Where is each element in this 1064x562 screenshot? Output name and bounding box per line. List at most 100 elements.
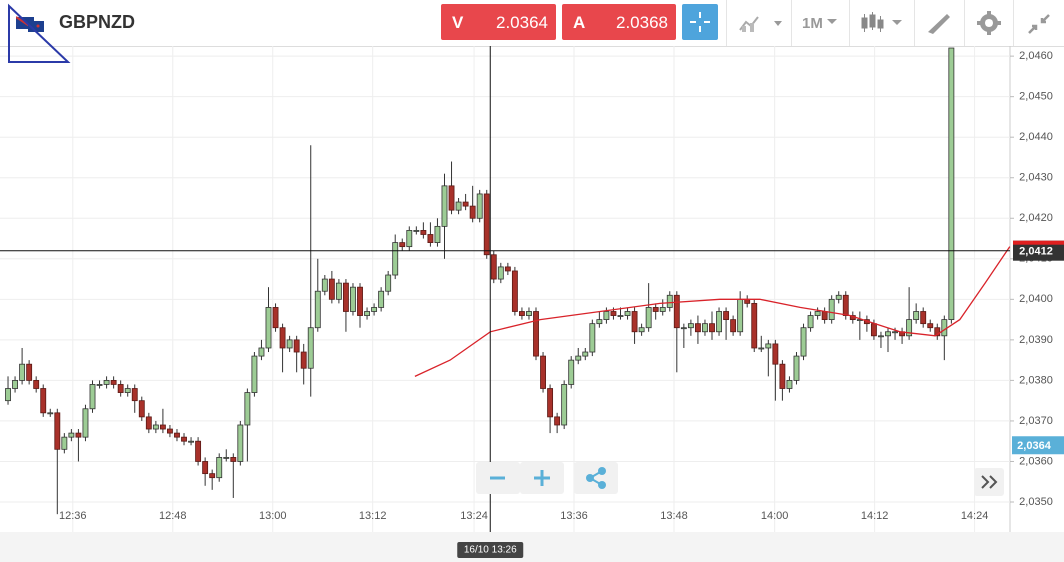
- candle-body: [737, 298, 744, 333]
- candle-body: [751, 302, 758, 349]
- candle-body: [307, 327, 314, 369]
- candle-body: [518, 311, 525, 316]
- candle-body: [702, 323, 708, 333]
- x-tick-label: 14:24: [961, 510, 989, 522]
- candle-body: [807, 315, 814, 329]
- candle-body: [279, 327, 286, 349]
- candle-body: [448, 185, 455, 211]
- candle-body: [673, 294, 680, 329]
- candle-body: [772, 343, 779, 365]
- candle-body: [385, 274, 392, 292]
- candle-body: [920, 311, 927, 325]
- y-tick-label: 2,0420: [1019, 212, 1053, 224]
- candle-body: [124, 388, 131, 393]
- candle-body: [835, 294, 842, 300]
- candle-body: [511, 270, 518, 312]
- candle-body: [174, 432, 180, 438]
- time-strip: [0, 532, 1064, 562]
- last-price-box: [1012, 436, 1064, 455]
- chart-type-button[interactable]: [738, 12, 786, 34]
- candle-body: [47, 412, 54, 415]
- candle-body: [596, 319, 603, 325]
- share-button[interactable]: [574, 462, 618, 494]
- candle-body: [941, 319, 948, 337]
- candle-body: [659, 307, 666, 312]
- x-tick-label: 13:00: [259, 510, 287, 522]
- candle-body: [420, 230, 427, 235]
- symbol: GBPNZD: [59, 12, 135, 32]
- settings-button[interactable]: [976, 11, 1002, 37]
- candle-body: [476, 193, 483, 219]
- candle-body: [434, 225, 441, 243]
- candle-body: [526, 311, 532, 316]
- candle-body: [406, 230, 413, 248]
- candle-body: [237, 424, 244, 462]
- x-tick-label: 14:00: [761, 510, 789, 522]
- candle-body: [885, 331, 891, 337]
- candle-body: [40, 388, 47, 414]
- collapse-button[interactable]: [1026, 12, 1052, 36]
- candle-body: [138, 400, 145, 418]
- candle-body: [61, 436, 68, 450]
- y-tick-label: 2,0400: [1019, 293, 1053, 305]
- buy-price: 2.0368: [616, 13, 668, 32]
- candle-body: [906, 319, 913, 337]
- candle-body: [561, 384, 568, 426]
- timeframe-button[interactable]: 1M: [802, 15, 823, 32]
- candle-body: [89, 384, 96, 410]
- candle-body: [188, 440, 194, 443]
- candle-body: [350, 286, 356, 312]
- x-tick-label: 12:36: [59, 510, 87, 522]
- y-tick-label: 2,0430: [1019, 172, 1053, 184]
- candle-body: [195, 440, 202, 462]
- buy-button[interactable]: A 2.0368: [562, 4, 676, 40]
- candle-body: [666, 294, 673, 308]
- sell-label: V: [452, 13, 464, 32]
- candle-body: [504, 266, 511, 272]
- moving-average: [414, 246, 1011, 377]
- candle-body: [483, 193, 490, 256]
- candle-body: [33, 380, 40, 389]
- candle-button[interactable]: [860, 10, 908, 36]
- sell-button[interactable]: V 2.0364: [441, 4, 556, 40]
- candle-body: [680, 327, 687, 330]
- candle-body: [223, 457, 230, 459]
- candle-body: [765, 343, 772, 349]
- x-tick-label: 13:48: [660, 510, 688, 522]
- annotation-triangle: [8, 3, 71, 63]
- candle-body: [842, 294, 849, 316]
- candle-body: [54, 412, 61, 450]
- candle-body: [5, 388, 11, 402]
- candle-body: [75, 432, 82, 438]
- candle-body: [272, 307, 279, 329]
- x-tick-label: 13:24: [460, 510, 488, 522]
- candle-body: [314, 290, 321, 329]
- toolbar: GBPNZD V 2.0364 A 2.0368 1M: [0, 0, 1064, 47]
- candle-body: [892, 331, 898, 334]
- candle-body: [343, 282, 349, 312]
- candle-body: [181, 436, 187, 442]
- candle-body: [554, 416, 561, 426]
- draw-button[interactable]: [925, 10, 953, 36]
- candle-body: [610, 311, 617, 316]
- y-tick-label: 2,0380: [1019, 374, 1053, 386]
- candle-body: [589, 323, 596, 353]
- candle-body: [321, 278, 328, 292]
- candle-body: [878, 335, 884, 338]
- crosshair-button[interactable]: [682, 4, 718, 40]
- candle-body: [821, 311, 828, 321]
- candle-body: [927, 323, 934, 329]
- candle-body: [19, 363, 26, 381]
- candle-body: [786, 380, 793, 389]
- sell-price: 2.0364: [496, 13, 548, 32]
- crosshair-price-flag: [1013, 240, 1064, 245]
- candle-body: [251, 355, 258, 393]
- crosshair-time-label: 16/10 13:26: [464, 545, 517, 556]
- candle-body: [286, 339, 293, 349]
- candle-body: [12, 380, 18, 389]
- candle-body: [547, 388, 554, 418]
- candle-body: [540, 355, 546, 389]
- candle-body: [216, 457, 223, 479]
- x-tick-label: 12:48: [159, 510, 187, 522]
- candle-body: [568, 359, 575, 385]
